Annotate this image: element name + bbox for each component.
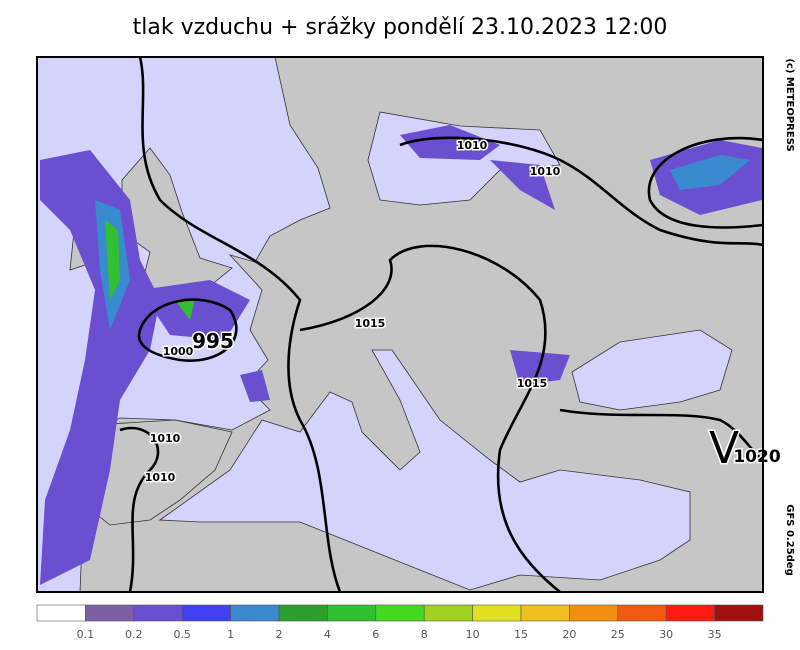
- legend-label: 0.5: [173, 628, 191, 641]
- legend-swatch: [181, 604, 231, 622]
- legend-swatch: [133, 604, 183, 622]
- legend-swatch: [423, 604, 473, 622]
- map-area: 1010 1010 1015 1000 995 1015 1010 1010 V…: [36, 56, 782, 594]
- isobar-label: 995: [192, 329, 234, 353]
- model-credit: GFS 0.25deg: [784, 504, 795, 576]
- legend-swatch: [472, 604, 522, 622]
- isobar: [559, 408, 764, 462]
- legend-swatch: [375, 604, 425, 622]
- isobar: [299, 244, 561, 594]
- legend-label: 0.1: [77, 628, 95, 641]
- legend-label: 15: [514, 628, 528, 641]
- legend-swatch: [714, 604, 764, 622]
- precipitation: [240, 370, 270, 402]
- legend-swatch: [36, 604, 86, 622]
- isobar: [399, 136, 764, 247]
- legend-label: 4: [324, 628, 331, 641]
- legend-label: 0.2: [125, 628, 143, 641]
- legend-label: 1: [227, 628, 234, 641]
- precipitation: [670, 155, 750, 190]
- legend-label: 8: [421, 628, 428, 641]
- britain: [121, 147, 233, 293]
- map-frame: [36, 56, 764, 593]
- legend-label: 35: [708, 628, 722, 641]
- legend-swatch: [278, 604, 328, 622]
- precipitation: [40, 150, 160, 585]
- legend-label: 20: [562, 628, 576, 641]
- legend-swatch: [327, 604, 377, 622]
- legend-label: 25: [611, 628, 625, 641]
- isobar-label: 1010: [145, 471, 176, 484]
- precipitation: [175, 298, 195, 320]
- black-sea: [571, 329, 733, 411]
- isobar-label: 1015: [355, 317, 386, 330]
- legend-swatch: [569, 604, 619, 622]
- legend-label: 6: [372, 628, 379, 641]
- isobar-label: 1000: [163, 345, 194, 358]
- isobar: [119, 426, 160, 593]
- legend-swatch: [230, 604, 280, 622]
- isobar: [647, 136, 764, 229]
- high-marker: V: [709, 423, 739, 474]
- map-title: tlak vzduchu + srážky pondělí 23.10.2023…: [133, 15, 668, 40]
- isobar-label: 1010: [457, 139, 488, 152]
- precipitation: [490, 160, 555, 210]
- legend-swatch: [617, 604, 667, 622]
- copyright: (c) METEOPRESS: [784, 58, 795, 151]
- mediterranean: [158, 349, 691, 591]
- legend-label: 30: [659, 628, 673, 641]
- legend-swatch: [665, 604, 715, 622]
- isobar: [137, 298, 238, 362]
- isobar-label: 1015: [517, 377, 548, 390]
- isobar-label: 1010: [530, 165, 561, 178]
- legend: 0.1 0.2 0.5 1 2 4 6 8 10 15 20 25 30 35: [36, 604, 764, 641]
- precipitation: [105, 220, 120, 300]
- precipitation: [140, 280, 250, 340]
- legend-label: 10: [466, 628, 480, 641]
- isobar-label: 1010: [150, 432, 181, 445]
- legend-label: 2: [276, 628, 283, 641]
- legend-swatch: [85, 604, 135, 622]
- precipitation: [400, 125, 500, 160]
- isobar-label: 1020: [733, 447, 780, 467]
- isobar: [138, 56, 342, 593]
- legend-swatch: [520, 604, 570, 622]
